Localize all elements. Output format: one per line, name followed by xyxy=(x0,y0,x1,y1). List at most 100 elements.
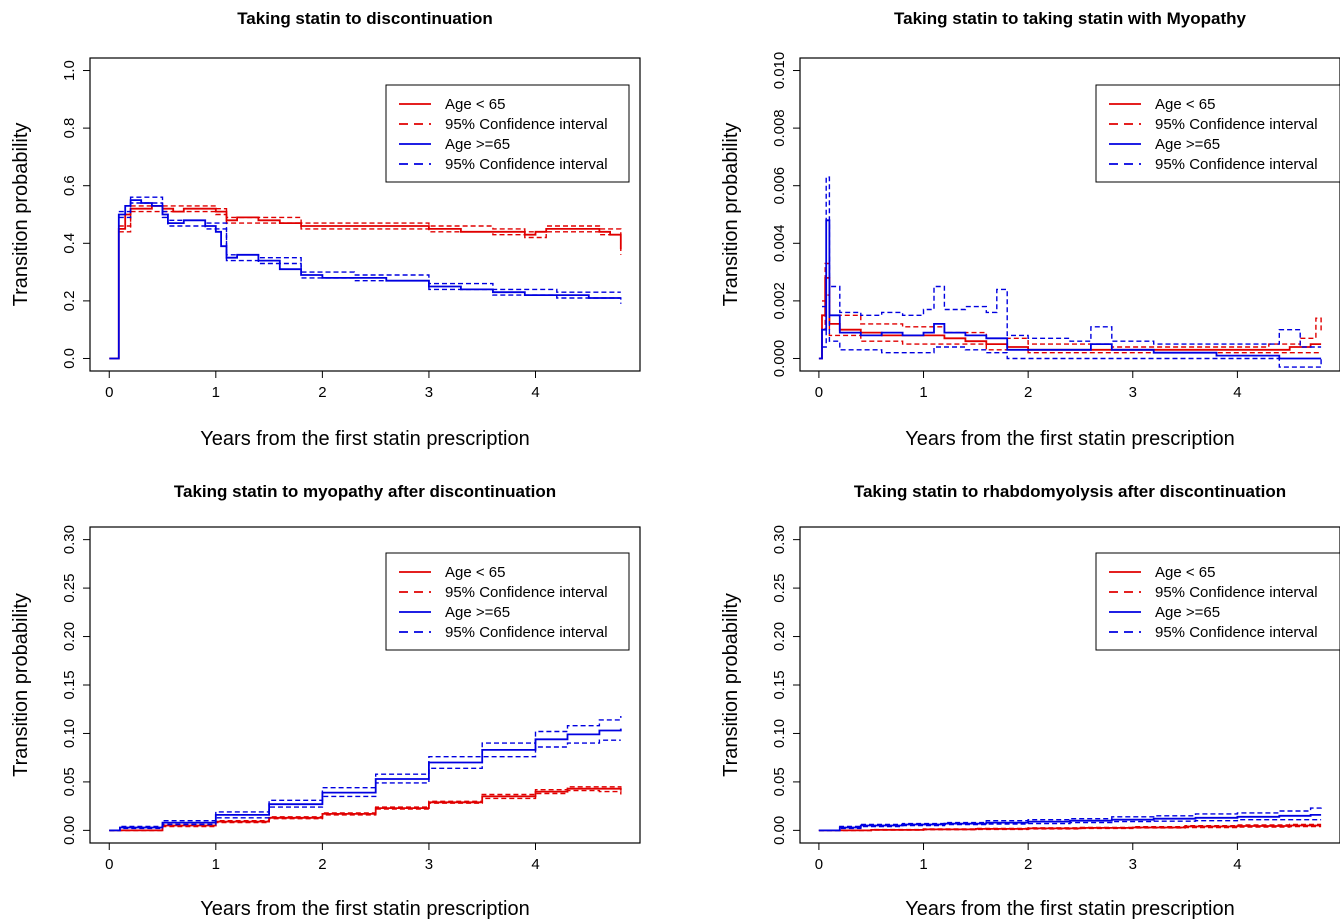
ci-line-2 xyxy=(118,205,622,247)
chart-panel-2: Taking statin to taking statin with Myop… xyxy=(720,9,1340,450)
y-tick-label: 1.0 xyxy=(61,60,78,81)
chart-panels: Taking statin to discontinuation Years fr… xyxy=(10,9,1340,920)
ci-line-5 xyxy=(822,176,1322,348)
x-tick-label: 1 xyxy=(919,856,927,873)
x-axis-label: Years from the first statin prescription xyxy=(200,898,529,920)
y-tick-label: 0.25 xyxy=(61,573,78,602)
legend-label: Age >=65 xyxy=(445,136,510,153)
series-group xyxy=(818,805,1322,832)
y-tick-label: 0.00 xyxy=(61,816,78,845)
legend-label: 95% Confidence interval xyxy=(445,584,608,601)
legend-box xyxy=(1095,552,1340,651)
ci-line-2 xyxy=(822,262,1322,348)
legend-label: 95% Confidence interval xyxy=(445,156,608,173)
legend-box xyxy=(385,84,630,183)
chart-title: Taking statin to taking statin with Myop… xyxy=(894,9,1247,28)
x-tick-label: 3 xyxy=(425,856,433,873)
y-tick-label: 0.4 xyxy=(61,233,78,254)
legend-label: 95% Confidence interval xyxy=(1155,156,1318,173)
series-line-3 xyxy=(818,814,1322,832)
x-tick-label: 4 xyxy=(1233,384,1241,401)
x-tick-label: 4 xyxy=(1233,856,1241,873)
ci-line-2 xyxy=(818,823,1322,832)
chart-title: Taking statin to discontinuation xyxy=(237,9,493,28)
x-tick-label: 3 xyxy=(1129,384,1137,401)
legend-label: 95% Confidence interval xyxy=(445,116,608,133)
y-axis-label: Transition probability xyxy=(720,123,742,307)
legend-label: 95% Confidence interval xyxy=(1155,116,1318,133)
x-tick-label: 2 xyxy=(1024,856,1032,873)
legend: Age < 65 95% Confidence interval Age >=65 9… xyxy=(1095,552,1340,651)
x-tick-label: 3 xyxy=(1129,856,1137,873)
plot-frame xyxy=(89,526,641,844)
series-group xyxy=(818,176,1322,368)
x-tick-label: 4 xyxy=(531,856,539,873)
x-tick-label: 1 xyxy=(212,856,220,873)
ci-line-5 xyxy=(818,805,1322,832)
chart-title: Taking statin to rhabdomyolysis after di… xyxy=(854,482,1286,501)
ci-line-5 xyxy=(118,196,621,293)
ci-line-4 xyxy=(109,739,621,832)
chart-panel-4: Taking statin to rhabdomyolysis after di… xyxy=(720,482,1340,920)
legend-label: Age < 65 xyxy=(1155,564,1215,581)
y-tick-label: 0.006 xyxy=(771,167,788,205)
x-tick-label: 2 xyxy=(318,384,326,401)
legend: Age < 65 95% Confidence interval Age >=65 9… xyxy=(385,84,630,183)
legend-box xyxy=(385,552,630,651)
legend-label: 95% Confidence interval xyxy=(445,624,608,641)
legend: Age < 65 95% Confidence interval Age >=65 9… xyxy=(385,552,630,651)
x-tick-label: 4 xyxy=(531,384,539,401)
chart-panel-3: Taking statin to myopathy after disconti… xyxy=(10,482,641,920)
ci-line-4 xyxy=(818,819,1322,832)
y-tick-label: 0.30 xyxy=(61,525,78,554)
x-tick-label: 0 xyxy=(815,856,823,873)
y-tick-label: 0.008 xyxy=(771,109,788,147)
x-tick-label: 1 xyxy=(212,384,220,401)
plot-frame xyxy=(799,57,1340,372)
series-line-3 xyxy=(818,219,1322,360)
ci-line-5 xyxy=(109,716,622,832)
y-tick-label: 0.20 xyxy=(771,622,788,651)
y-tick-label: 0.05 xyxy=(771,767,788,796)
y-tick-label: 0.8 xyxy=(61,118,78,139)
legend: Age < 65 95% Confidence interval Age >=65 9… xyxy=(1095,84,1340,183)
legend-box xyxy=(1095,84,1340,183)
y-tick-label: 0.000 xyxy=(771,340,788,378)
series-line-3 xyxy=(109,199,621,360)
x-tick-label: 2 xyxy=(1024,384,1032,401)
legend-label: Age < 65 xyxy=(445,96,505,113)
x-tick-label: 0 xyxy=(105,856,113,873)
y-tick-label: 0.15 xyxy=(771,670,788,699)
y-tick-label: 0.25 xyxy=(771,573,788,602)
y-axis-label: Transition probability xyxy=(720,593,742,777)
chart-panel-1: Taking statin to discontinuation Years fr… xyxy=(10,9,641,450)
y-tick-label: 0.002 xyxy=(771,282,788,320)
legend-label: 95% Confidence interval xyxy=(1155,624,1318,641)
legend-label: Age >=65 xyxy=(1155,604,1220,621)
y-tick-label: 0.2 xyxy=(61,290,78,311)
y-tick-label: 0.6 xyxy=(61,175,78,196)
x-axis-label: Years from the first statin prescription xyxy=(200,428,529,450)
y-tick-label: 0.10 xyxy=(771,719,788,748)
ci-line-4 xyxy=(118,202,622,304)
x-tick-label: 0 xyxy=(815,384,823,401)
series-group xyxy=(109,716,622,832)
legend-label: Age >=65 xyxy=(1155,136,1220,153)
y-tick-label: 0.0 xyxy=(61,348,78,369)
legend-label: 95% Confidence interval xyxy=(1155,584,1318,601)
y-tick-label: 0.05 xyxy=(61,767,78,796)
y-axis-label: Transition probability xyxy=(10,593,32,777)
legend-label: Age < 65 xyxy=(1155,96,1215,113)
x-tick-label: 1 xyxy=(919,384,927,401)
series-group xyxy=(109,196,622,360)
legend-label: Age < 65 xyxy=(445,564,505,581)
y-tick-label: 0.00 xyxy=(771,816,788,845)
chart-title: Taking statin to myopathy after disconti… xyxy=(174,482,556,501)
x-tick-label: 2 xyxy=(318,856,326,873)
x-axis-label: Years from the first statin prescription xyxy=(905,898,1234,920)
ci-line-1 xyxy=(118,210,622,255)
series-line-0 xyxy=(109,205,622,360)
x-tick-label: 0 xyxy=(105,384,113,401)
y-tick-label: 0.20 xyxy=(61,622,78,651)
